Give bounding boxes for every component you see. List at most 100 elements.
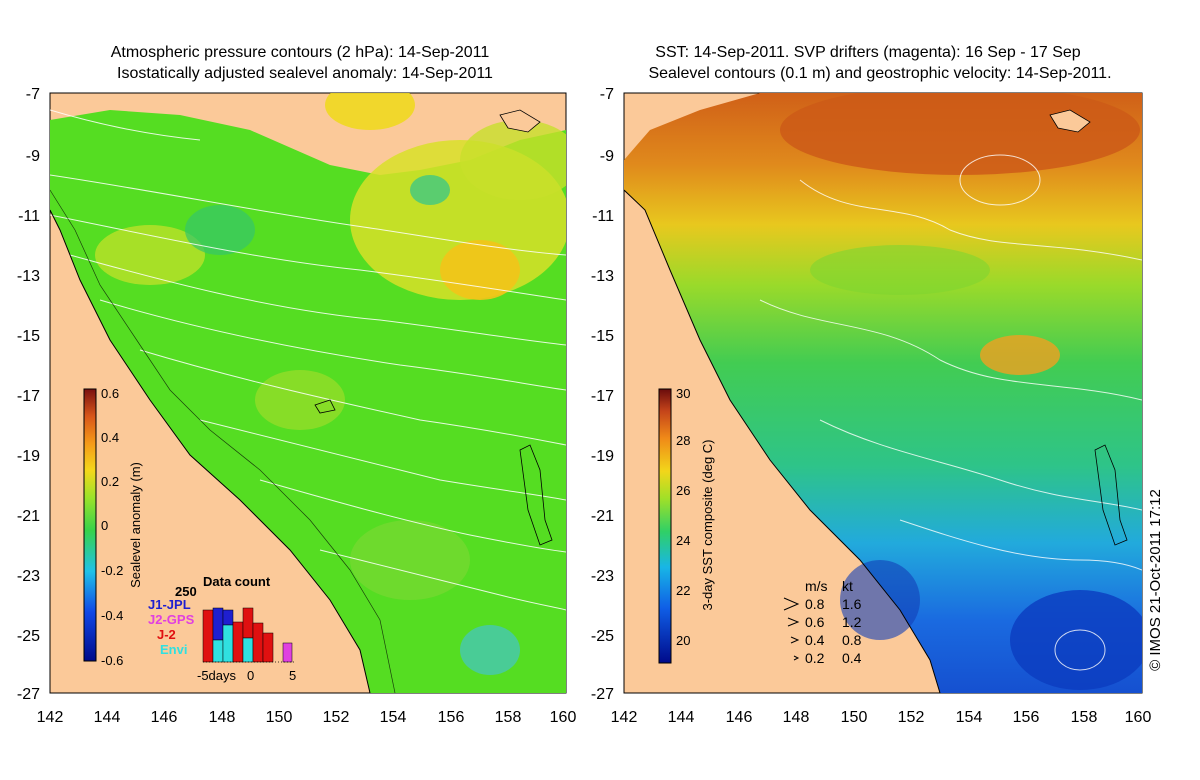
credit-text: © IMOS 21-Oct-2011 17:12 (1147, 489, 1164, 671)
anomaly-patch (325, 93, 415, 130)
anomaly-patch (185, 205, 255, 255)
sealevel-colorbar (83, 388, 97, 662)
colorbar-tick: 22 (676, 583, 690, 598)
velocity-key-value: 0.6 (805, 614, 825, 630)
legend-j2-gps: J2-GPS (148, 612, 195, 627)
anomaly-patch (410, 175, 450, 205)
x-tick-label: 150 (841, 709, 868, 726)
data-count-inset: Data count 250 J1-JPL J2-GPS J-2 Envi -5… (148, 574, 296, 683)
island (314, 399, 336, 414)
pressure-contours (50, 109, 566, 611)
data-count-xtick: 5 (289, 668, 296, 683)
count-bar (212, 607, 224, 641)
velocity-arrow-icon (793, 655, 800, 661)
velocity-key: m/s kt 0.8 1.6 0.6 1.2 0.4 0.8 0.2 0.4 (783, 578, 862, 666)
colorbar-tick: 0.4 (101, 430, 119, 445)
left-y-axis: -7 -9 -11 -13 -15 -17 -19 -21 -23 -25 -2… (17, 86, 40, 703)
y-tick-label: -13 (17, 268, 40, 285)
count-bar (282, 642, 293, 663)
anomaly-patch (440, 240, 520, 300)
island (499, 109, 541, 133)
y-tick-label: -21 (17, 508, 40, 525)
colorbar-tick: 20 (676, 633, 690, 648)
sealevel-colorbar-ticks: 0.6 0.4 0.2 0 -0.2 -0.4 -0.6 (101, 386, 123, 668)
x-tick-label: 160 (1125, 709, 1152, 726)
x-tick-label: 156 (1013, 709, 1040, 726)
data-count-title: Data count (203, 574, 271, 589)
y-tick-label: -23 (17, 568, 40, 585)
colorbar-tick: 0.2 (101, 474, 119, 489)
x-tick-label: 156 (438, 709, 465, 726)
y-tick-label: -11 (592, 208, 614, 225)
colorbar-tick: 26 (676, 483, 690, 498)
colorbar-tick: -0.4 (101, 608, 123, 623)
x-tick-label: 150 (266, 709, 293, 726)
x-tick-label: 152 (898, 709, 925, 726)
count-bar (252, 622, 264, 663)
island (519, 444, 553, 546)
island (1049, 109, 1091, 133)
sst-colorbar-ticks: 30 28 26 24 22 20 (676, 386, 690, 648)
velocity-key-value: 1.6 (842, 596, 862, 612)
sst-colorbar-label: 3-day SST composite (deg C) (700, 440, 715, 611)
velocity-key-value: 0.2 (805, 650, 825, 666)
y-tick-label: -13 (591, 268, 614, 285)
x-tick-label: 144 (94, 709, 121, 726)
left-x-axis: 142 144 146 148 150 152 154 156 158 160 (37, 709, 577, 726)
colorbar-tick: 28 (676, 433, 690, 448)
y-tick-label: -17 (591, 388, 614, 405)
sst-map: SST: 14-Sep-2011. SVP drifters (magenta)… (591, 44, 1164, 726)
y-tick-label: -7 (26, 86, 40, 103)
y-tick-label: -15 (591, 328, 614, 345)
sst-patch (980, 335, 1060, 375)
sealevel-anomaly-map: Atmospheric pressure contours (2 hPa): 1… (17, 44, 577, 726)
y-tick-label: -25 (17, 628, 40, 645)
sst-patch (810, 245, 990, 295)
colorbar-tick: 30 (676, 386, 690, 401)
anomaly-patch (255, 370, 345, 430)
sst-patch (780, 93, 1140, 175)
data-count-ymax: 250 (175, 584, 197, 599)
velocity-arrow-icon (787, 617, 800, 627)
anomaly-patch (350, 520, 470, 600)
y-tick-label: -19 (591, 448, 614, 465)
velocity-key-header: m/s (805, 578, 828, 594)
anomaly-patch (95, 225, 205, 285)
right-x-axis: 142 144 146 148 150 152 154 156 158 160 (611, 709, 1152, 726)
x-tick-label: 160 (550, 709, 577, 726)
colorbar-tick: 0 (101, 518, 108, 533)
y-tick-label: -27 (17, 686, 40, 703)
x-tick-label: 154 (956, 709, 983, 726)
right-y-axis: -7 -9 -11 -13 -15 -17 -19 -21 -23 -25 -2… (591, 86, 614, 703)
shelf-break (50, 189, 396, 693)
anomaly-patch (460, 120, 566, 200)
velocity-key-value: 0.8 (805, 596, 825, 612)
colorbar-tick: 0.6 (101, 386, 119, 401)
count-bar (232, 621, 244, 663)
velocity-key-value: 0.4 (842, 650, 862, 666)
count-bar (242, 637, 254, 663)
sst-patch (1010, 590, 1142, 690)
y-tick-label: -21 (591, 508, 614, 525)
y-tick-label: -7 (600, 86, 614, 103)
velocity-key-header: kt (842, 578, 853, 594)
y-tick-label: -19 (17, 448, 40, 465)
count-bar (202, 609, 214, 663)
count-bar (242, 607, 254, 639)
x-tick-label: 152 (323, 709, 350, 726)
y-tick-label: -11 (18, 208, 40, 225)
island (1094, 444, 1128, 546)
colorbar-tick: -0.2 (101, 563, 123, 578)
legend-j-2: J-2 (157, 627, 176, 642)
left-title-line1: Atmospheric pressure contours (2 hPa): 1… (111, 44, 490, 61)
y-tick-label: -9 (600, 148, 614, 165)
x-tick-label: 154 (380, 709, 407, 726)
anomaly-patch (460, 625, 520, 675)
y-tick-label: -9 (26, 148, 40, 165)
right-title-line1: SST: 14-Sep-2011. SVP drifters (magenta)… (655, 44, 1081, 61)
x-tick-label: 142 (37, 709, 64, 726)
colorbar-tick: -0.6 (101, 653, 123, 668)
y-tick-label: -27 (591, 686, 614, 703)
y-tick-label: -25 (591, 628, 614, 645)
velocity-key-value: 0.8 (842, 632, 862, 648)
